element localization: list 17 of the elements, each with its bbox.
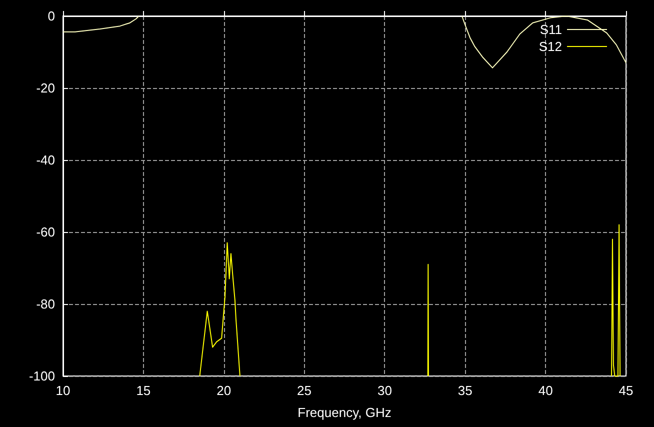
- x-axis-title: Frequency, GHz: [298, 405, 392, 420]
- x-tick-label: 10: [56, 383, 70, 398]
- y-tick-label: -80: [36, 296, 55, 312]
- x-tick-label: 30: [377, 383, 392, 398]
- y-tick-label: -20: [36, 80, 55, 96]
- x-tick-label: 25: [297, 383, 312, 398]
- x-tick-label: 35: [458, 383, 472, 398]
- y-tick-label: -40: [36, 152, 55, 168]
- y-tick-label: 0: [48, 8, 55, 24]
- x-tick-label: 45: [618, 383, 634, 398]
- legend-label: S11: [540, 22, 562, 37]
- x-tick-label: 40: [538, 383, 553, 398]
- legend-label: S12: [538, 39, 562, 54]
- y-tick-label: -100: [28, 368, 55, 384]
- x-tick-label: 20: [216, 383, 232, 398]
- y-tick-label: -60: [36, 224, 55, 240]
- x-tick-label: 15: [136, 383, 151, 398]
